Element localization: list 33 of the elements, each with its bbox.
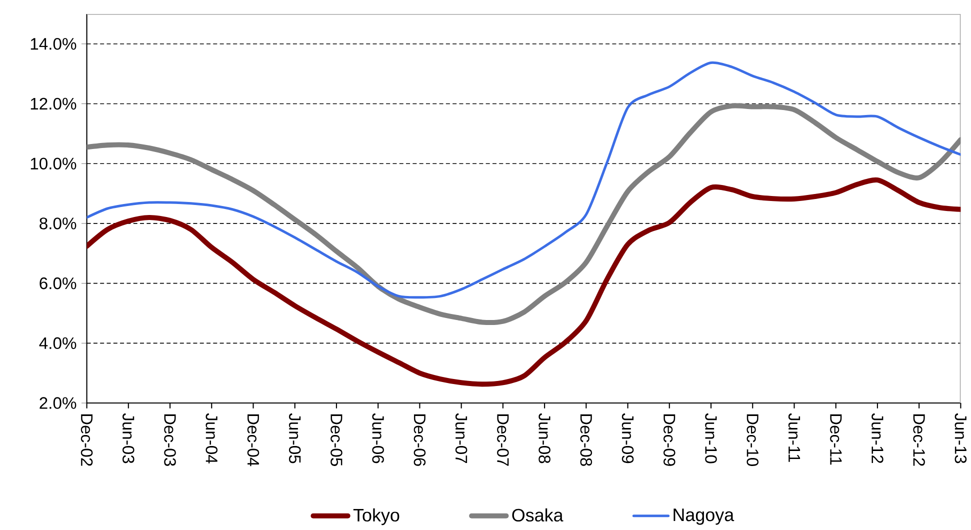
x-tick-label: Jun-11 (788, 413, 800, 462)
line-series (86, 62, 961, 299)
x-tick-label: Jun-04 (206, 413, 218, 464)
x-tick-label: Jun-08 (538, 413, 550, 464)
y-tick-label: 6.0% (40, 278, 76, 290)
y-tick-label: 14.0% (30, 38, 76, 50)
x-tick-label: Dec-08 (580, 414, 592, 466)
y-tick-label: 4.0% (39, 337, 76, 350)
x-tick-label: Jun-13 (954, 413, 967, 464)
x-tick-label: Dec-12 (913, 414, 925, 466)
x-tick-label: Jun-06 (372, 413, 384, 464)
x-tick-label: Dec-06 (414, 414, 426, 466)
y-tick-label: 12.0% (30, 98, 76, 110)
x-tick-label: Dec-04 (247, 414, 260, 466)
y-tick-label: 10.0% (30, 158, 76, 170)
legend-label: Osaka (512, 508, 564, 522)
x-tick-label: Dec-02 (80, 414, 93, 466)
x-tick-label: Dec-10 (746, 414, 758, 466)
x-tick-label: Dec-07 (497, 414, 509, 466)
x-tick-label: Dec-05 (330, 414, 342, 466)
x-tick-label: Jun-07 (455, 413, 468, 464)
x-tick-label: Jun-10 (705, 413, 717, 464)
x-tick-label: Jun-03 (122, 413, 134, 464)
y-tick-label: 2.0% (40, 397, 76, 410)
y-tick-label: 8.0% (40, 218, 76, 230)
x-tick-label: Jun-09 (622, 413, 634, 464)
x-tick-label: Dec-09 (664, 414, 676, 466)
x-tick-label: Dec-11 (830, 414, 842, 465)
x-tick-label: Dec-03 (164, 414, 176, 466)
legend-label: Nagoya (674, 508, 734, 525)
x-tick-label: Jun-05 (288, 413, 301, 464)
legend-label: Tokyo (353, 508, 400, 526)
x-tick-label: Jun-12 (872, 413, 884, 464)
